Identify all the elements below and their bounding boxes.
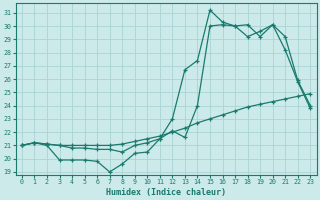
X-axis label: Humidex (Indice chaleur): Humidex (Indice chaleur) xyxy=(106,188,226,197)
